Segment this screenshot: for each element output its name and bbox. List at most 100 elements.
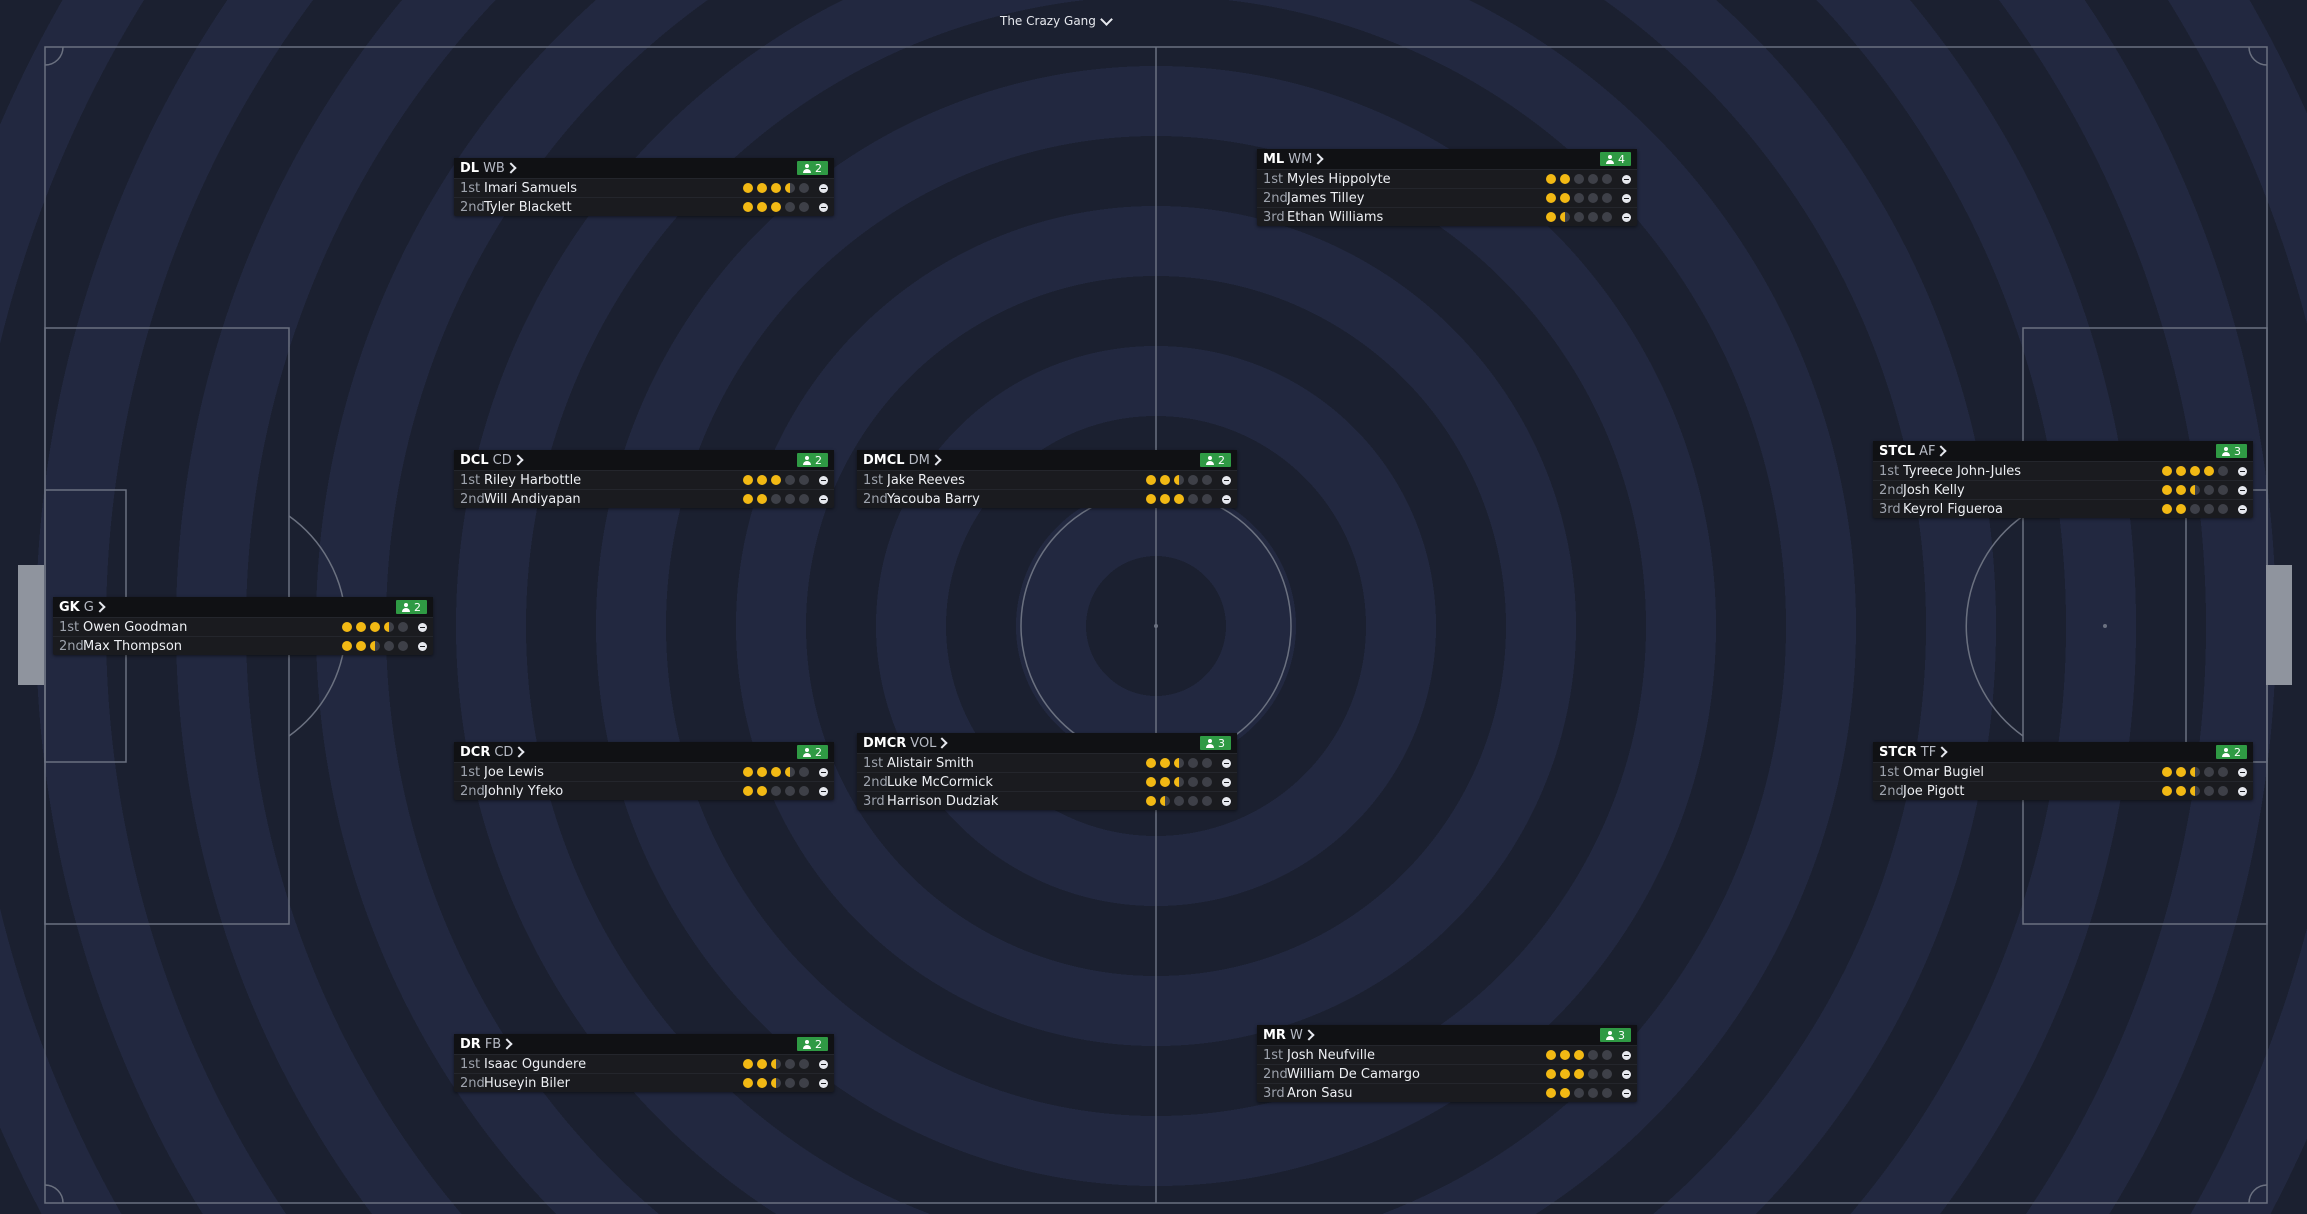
- player-count-badge[interactable]: 2: [797, 453, 828, 467]
- player-count-badge[interactable]: 4: [1600, 152, 1631, 166]
- player-row[interactable]: 1st Jake Reeves: [857, 470, 1237, 489]
- remove-icon[interactable]: [1622, 193, 1631, 203]
- position-header[interactable]: MR W 3: [1257, 1025, 1637, 1045]
- player-count-badge[interactable]: 2: [2216, 745, 2247, 759]
- player-count: 2: [414, 600, 421, 614]
- position-code: MR: [1263, 1027, 1286, 1043]
- player-row[interactable]: 3rd Harrison Dudziak: [857, 791, 1237, 810]
- remove-icon[interactable]: [1222, 475, 1231, 485]
- player-count-badge[interactable]: 2: [1200, 453, 1231, 467]
- remove-icon[interactable]: [2238, 786, 2247, 796]
- remove-icon[interactable]: [1222, 758, 1231, 768]
- remove-icon[interactable]: [819, 183, 828, 193]
- remove-icon[interactable]: [418, 622, 427, 632]
- player-row[interactable]: 2nd Huseyin Biler: [454, 1073, 834, 1092]
- remove-icon[interactable]: [1622, 174, 1631, 184]
- player-row[interactable]: 2nd Luke McCormick: [857, 772, 1237, 791]
- remove-icon[interactable]: [819, 494, 828, 504]
- role-code: DM: [908, 452, 930, 468]
- star-icon: [1602, 1050, 1612, 1060]
- remove-icon[interactable]: [2238, 767, 2247, 777]
- remove-icon[interactable]: [819, 202, 828, 212]
- player-row[interactable]: 3rd Ethan Williams: [1257, 207, 1637, 226]
- star-rating: [1146, 758, 1212, 768]
- player-row[interactable]: 2nd Tyler Blackett: [454, 197, 834, 216]
- position-header[interactable]: DR FB 2: [454, 1034, 834, 1054]
- remove-icon[interactable]: [2238, 485, 2247, 495]
- remove-icon[interactable]: [418, 641, 427, 651]
- player-row[interactable]: 2nd Max Thompson: [53, 636, 433, 655]
- position-header[interactable]: GK G 2: [53, 597, 433, 617]
- position-header[interactable]: ML WM 4: [1257, 149, 1637, 169]
- remove-icon[interactable]: [1622, 1088, 1631, 1098]
- player-name: Aron Sasu: [1287, 1085, 1353, 1101]
- position-header[interactable]: DCR CD 2: [454, 742, 834, 762]
- team-selector-dropdown[interactable]: The Crazy Gang: [1000, 10, 1113, 32]
- star-icon: [2162, 485, 2172, 495]
- star-icon: [2176, 485, 2186, 495]
- position-header[interactable]: DCL CD 2: [454, 450, 834, 470]
- depth-rank: 1st: [863, 755, 884, 771]
- player-name: Omar Bugiel: [1903, 764, 1984, 780]
- person-icon: [803, 747, 811, 757]
- star-icon: [398, 622, 408, 632]
- player-row[interactable]: 1st Owen Goodman: [53, 617, 433, 636]
- star-icon: [1588, 1069, 1598, 1079]
- player-row[interactable]: 1st Tyreece John-Jules: [1873, 461, 2253, 480]
- remove-icon[interactable]: [819, 786, 828, 796]
- player-row[interactable]: 1st Myles Hippolyte: [1257, 169, 1637, 188]
- star-icon: [1202, 475, 1212, 485]
- position-header[interactable]: DL WB 2: [454, 158, 834, 178]
- star-icon: [1602, 1069, 1612, 1079]
- player-row[interactable]: 2nd Johnly Yfeko: [454, 781, 834, 800]
- player-count-badge[interactable]: 3: [1600, 1028, 1631, 1042]
- star-icon: [342, 622, 352, 632]
- player-row[interactable]: 2nd Yacouba Barry: [857, 489, 1237, 508]
- position-card-dcr: DCR CD 2 1st Joe Lewis 2nd Johnly Yfeko: [454, 742, 834, 800]
- remove-icon[interactable]: [1222, 796, 1231, 806]
- position-header[interactable]: STCL AF 3: [1873, 441, 2253, 461]
- star-rating: [1146, 494, 1212, 504]
- remove-icon[interactable]: [1222, 494, 1231, 504]
- remove-icon[interactable]: [1622, 212, 1631, 222]
- player-count-badge[interactable]: 2: [797, 745, 828, 759]
- player-count: 3: [2234, 444, 2241, 458]
- position-header[interactable]: STCR TF 2: [1873, 742, 2253, 762]
- player-row[interactable]: 3rd Keyrol Figueroa: [1873, 499, 2253, 518]
- player-row[interactable]: 2nd Will Andiyapan: [454, 489, 834, 508]
- remove-icon[interactable]: [1222, 777, 1231, 787]
- remove-icon[interactable]: [2238, 466, 2247, 476]
- player-row[interactable]: 2nd William De Camargo: [1257, 1064, 1637, 1083]
- player-row[interactable]: 1st Imari Samuels: [454, 178, 834, 197]
- player-row[interactable]: 3rd Aron Sasu: [1257, 1083, 1637, 1102]
- player-row[interactable]: 1st Isaac Ogundere: [454, 1054, 834, 1073]
- player-name: Owen Goodman: [83, 619, 188, 635]
- player-name: Imari Samuels: [484, 180, 578, 196]
- player-row[interactable]: 1st Omar Bugiel: [1873, 762, 2253, 781]
- player-count-badge[interactable]: 2: [797, 161, 828, 175]
- player-row[interactable]: 1st Joe Lewis: [454, 762, 834, 781]
- remove-icon[interactable]: [819, 475, 828, 485]
- remove-icon[interactable]: [819, 1078, 828, 1088]
- position-header[interactable]: DMCR VOL 3: [857, 733, 1237, 753]
- player-count-badge[interactable]: 2: [797, 1037, 828, 1051]
- player-count-badge[interactable]: 3: [1200, 736, 1231, 750]
- star-rating: [2162, 466, 2228, 476]
- remove-icon[interactable]: [1622, 1050, 1631, 1060]
- player-row[interactable]: 2nd Josh Kelly: [1873, 480, 2253, 499]
- depth-rank: 2nd: [1879, 783, 1904, 799]
- player-count-badge[interactable]: 2: [396, 600, 427, 614]
- player-count-badge[interactable]: 3: [2216, 444, 2247, 458]
- star-icon: [2204, 504, 2214, 514]
- player-name: Joe Pigott: [1903, 783, 1965, 799]
- player-row[interactable]: 2nd Joe Pigott: [1873, 781, 2253, 800]
- position-header[interactable]: DMCL DM 2: [857, 450, 1237, 470]
- player-row[interactable]: 1st Josh Neufville: [1257, 1045, 1637, 1064]
- remove-icon[interactable]: [2238, 504, 2247, 514]
- player-row[interactable]: 2nd James Tilley: [1257, 188, 1637, 207]
- remove-icon[interactable]: [819, 1059, 828, 1069]
- player-row[interactable]: 1st Alistair Smith: [857, 753, 1237, 772]
- player-row[interactable]: 1st Riley Harbottle: [454, 470, 834, 489]
- remove-icon[interactable]: [819, 767, 828, 777]
- remove-icon[interactable]: [1622, 1069, 1631, 1079]
